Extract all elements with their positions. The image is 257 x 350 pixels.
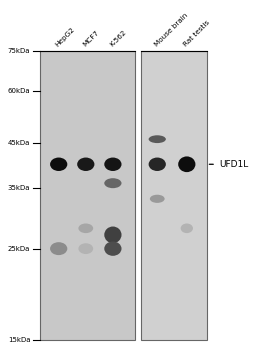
Text: Mouse brain: Mouse brain xyxy=(153,13,189,48)
Ellipse shape xyxy=(104,158,122,171)
Text: 35kDa: 35kDa xyxy=(8,185,30,191)
Text: K-562: K-562 xyxy=(109,29,127,48)
Ellipse shape xyxy=(181,224,193,233)
Ellipse shape xyxy=(77,158,94,171)
Ellipse shape xyxy=(149,158,166,171)
Ellipse shape xyxy=(78,224,93,233)
Bar xyxy=(40,51,135,340)
Text: 60kDa: 60kDa xyxy=(8,89,30,94)
Text: HepG2: HepG2 xyxy=(54,26,76,48)
Ellipse shape xyxy=(104,241,122,256)
Ellipse shape xyxy=(50,158,67,171)
Text: UFD1L: UFD1L xyxy=(209,160,248,169)
Ellipse shape xyxy=(104,226,122,243)
Ellipse shape xyxy=(178,156,195,172)
Ellipse shape xyxy=(78,243,93,254)
Ellipse shape xyxy=(149,135,166,143)
Ellipse shape xyxy=(104,178,122,188)
Text: MCF7: MCF7 xyxy=(81,30,100,48)
Text: 15kDa: 15kDa xyxy=(8,337,30,343)
Text: 75kDa: 75kDa xyxy=(8,48,30,55)
Ellipse shape xyxy=(50,242,67,255)
Text: Rat testis: Rat testis xyxy=(182,20,211,48)
Text: 45kDa: 45kDa xyxy=(8,140,30,146)
Bar xyxy=(141,51,207,340)
Ellipse shape xyxy=(150,195,165,203)
Text: 25kDa: 25kDa xyxy=(8,246,30,252)
